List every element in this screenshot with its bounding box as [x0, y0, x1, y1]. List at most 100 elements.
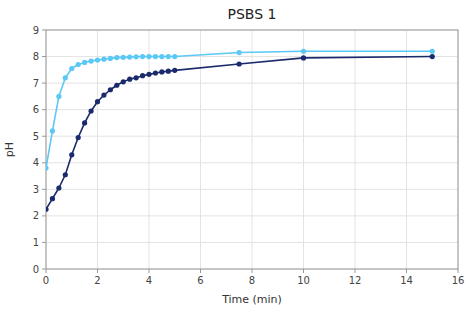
point — [46, 165, 49, 170]
point — [69, 152, 74, 157]
point — [237, 61, 242, 66]
chart-container: 02468101214160123456789PSBS 1Time (min)p… — [0, 0, 474, 311]
tick-label-x: 8 — [249, 275, 255, 286]
tick-label-y: 5 — [33, 131, 39, 142]
grid-line-y — [46, 109, 458, 110]
tick-x — [200, 269, 201, 273]
tick-label-y: 1 — [33, 237, 39, 248]
grid-line-x — [149, 30, 150, 269]
point — [56, 185, 61, 190]
tick-label-y: 0 — [33, 264, 39, 275]
grid-line-y — [46, 83, 458, 84]
tick-y — [42, 136, 46, 137]
point — [166, 69, 171, 74]
title: PSBS 1 — [228, 6, 277, 22]
tick-y — [42, 242, 46, 243]
point — [430, 49, 435, 54]
grid — [46, 30, 458, 269]
point — [237, 50, 242, 55]
tick-y — [42, 30, 46, 31]
line — [46, 57, 432, 210]
point — [140, 73, 145, 78]
point — [56, 94, 61, 99]
grid-line-x — [303, 30, 304, 269]
point — [114, 83, 119, 88]
point — [114, 55, 119, 60]
tick-y — [42, 215, 46, 216]
tick-label-y: 7 — [33, 78, 39, 89]
point — [63, 172, 68, 177]
point — [301, 55, 306, 60]
point — [101, 57, 106, 62]
tick-label-y: 4 — [33, 157, 39, 168]
tick-x — [355, 269, 356, 273]
point — [121, 55, 126, 60]
grid-line-y — [46, 189, 458, 190]
tick-y — [42, 269, 46, 270]
point — [134, 75, 139, 80]
tick-x — [406, 269, 407, 273]
point — [82, 60, 87, 65]
background — [0, 0, 474, 311]
point — [108, 87, 113, 92]
point — [430, 54, 435, 59]
tick-label-y: 8 — [33, 51, 39, 62]
grid-line-y — [46, 162, 458, 163]
tick-label-x: 10 — [297, 275, 310, 286]
axes: 02468101214160123456789 — [33, 25, 465, 287]
point — [153, 54, 158, 59]
grid-line-y — [46, 215, 458, 216]
point — [146, 54, 151, 59]
line — [46, 51, 432, 168]
point — [50, 128, 55, 133]
point — [127, 54, 132, 59]
point — [140, 54, 145, 59]
point — [146, 72, 151, 77]
tick-label-x: 16 — [452, 275, 465, 286]
tick-label-y: 2 — [33, 210, 39, 221]
x-axis-label: Time (min) — [221, 293, 282, 306]
tick-x — [303, 269, 304, 273]
tick-label-x: 12 — [349, 275, 362, 286]
point — [63, 75, 68, 80]
tick-label-x: 0 — [43, 275, 49, 286]
tick-label-x: 6 — [197, 275, 203, 286]
tick-y — [42, 83, 46, 84]
point — [50, 196, 55, 201]
tick-y — [42, 109, 46, 110]
point — [172, 54, 177, 59]
point — [172, 68, 177, 73]
grid-line-x — [252, 30, 253, 269]
tick-label-x: 2 — [94, 275, 100, 286]
grid-line-x — [200, 30, 201, 269]
tick-label-y: 9 — [33, 25, 39, 36]
tick-label-y: 3 — [33, 184, 39, 195]
y-axis-label: pH — [3, 142, 16, 157]
tick-y — [42, 56, 46, 57]
tick-x — [97, 269, 98, 273]
point — [95, 99, 100, 104]
tick-label-y: 6 — [33, 104, 39, 115]
point — [76, 135, 81, 140]
point — [108, 56, 113, 61]
point — [46, 207, 49, 212]
point — [159, 69, 164, 74]
point — [88, 108, 93, 113]
tick-y — [42, 162, 46, 163]
series — [46, 54, 435, 212]
point — [95, 57, 100, 62]
point — [88, 58, 93, 63]
point — [121, 79, 126, 84]
point — [134, 54, 139, 59]
tick-x — [46, 269, 47, 273]
grid-line-y — [46, 136, 458, 137]
point — [301, 49, 306, 54]
tick-x — [458, 269, 459, 273]
grid-line-x — [97, 30, 98, 269]
series — [46, 49, 435, 171]
tick-label-x: 4 — [146, 275, 152, 286]
point — [159, 54, 164, 59]
point — [166, 54, 171, 59]
point — [101, 92, 106, 97]
tick-y — [42, 189, 46, 190]
